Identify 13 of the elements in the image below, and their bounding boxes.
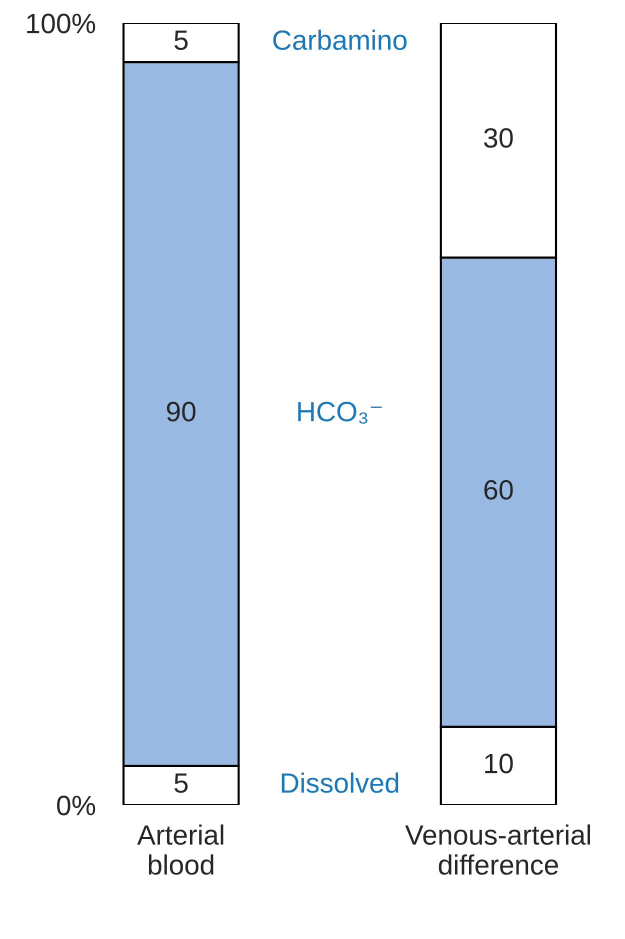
y-tick-label: 100%: [27, 14, 96, 34]
text: HCO₃⁻: [298, 402, 382, 424]
x-tick-label: Arterial blood: [137, 824, 224, 875]
data-label: 10: [485, 754, 513, 774]
y-tick-label: 0%: [57, 796, 96, 816]
data-label: 30: [484, 128, 513, 148]
x-tick-label: Venous-arterial difference: [405, 824, 590, 875]
data-label: 5: [174, 30, 188, 50]
series-label: Carbamino: [273, 30, 407, 50]
data-label: 5: [174, 774, 188, 793]
data-label: 60: [484, 480, 513, 500]
data-label: 90: [166, 402, 196, 422]
series-label: Dissolved: [282, 772, 398, 793]
